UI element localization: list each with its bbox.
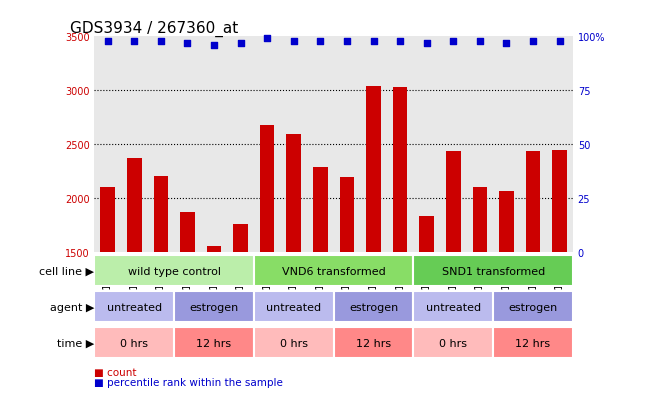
Bar — [286, 135, 301, 413]
Bar — [473, 188, 487, 413]
Bar — [260, 125, 275, 413]
Text: 12 hrs: 12 hrs — [516, 338, 551, 348]
Bar — [493, 291, 573, 323]
Text: ■ percentile rank within the sample: ■ percentile rank within the sample — [94, 377, 283, 387]
Bar — [333, 327, 413, 358]
Bar — [154, 177, 168, 413]
Point — [448, 38, 458, 45]
Bar — [499, 192, 514, 413]
Text: 0 hrs: 0 hrs — [120, 338, 148, 348]
Bar — [493, 327, 573, 358]
Text: estrogen: estrogen — [189, 302, 239, 312]
Bar — [340, 178, 354, 413]
Text: VND6 transformed: VND6 transformed — [282, 266, 385, 276]
Text: estrogen: estrogen — [349, 302, 398, 312]
Point — [501, 40, 512, 47]
Text: time ▶: time ▶ — [57, 338, 94, 348]
Bar — [413, 327, 493, 358]
Text: 0 hrs: 0 hrs — [280, 338, 308, 348]
Bar — [174, 291, 254, 323]
Text: 12 hrs: 12 hrs — [356, 338, 391, 348]
Point — [475, 38, 485, 45]
Point — [209, 43, 219, 49]
Text: 0 hrs: 0 hrs — [439, 338, 467, 348]
Point — [555, 38, 565, 45]
Bar — [94, 327, 174, 358]
Bar — [526, 152, 540, 413]
Bar — [94, 291, 174, 323]
Text: untreated: untreated — [426, 302, 481, 312]
Text: untreated: untreated — [266, 302, 322, 312]
Text: untreated: untreated — [107, 302, 162, 312]
Point — [368, 38, 379, 45]
Point — [236, 40, 246, 47]
Point — [315, 38, 326, 45]
Bar — [446, 152, 460, 413]
Point — [156, 38, 166, 45]
Bar — [100, 188, 115, 413]
Bar — [413, 255, 573, 287]
Point — [129, 38, 139, 45]
Bar — [254, 255, 413, 287]
Bar — [207, 247, 221, 413]
Text: ■ count: ■ count — [94, 367, 137, 377]
Point — [342, 38, 352, 45]
Point — [102, 38, 113, 45]
Bar — [254, 327, 333, 358]
Bar — [174, 327, 254, 358]
Text: estrogen: estrogen — [508, 302, 558, 312]
Bar — [254, 291, 333, 323]
Bar — [393, 88, 408, 413]
Bar — [367, 87, 381, 413]
Text: 12 hrs: 12 hrs — [197, 338, 232, 348]
Bar — [333, 291, 413, 323]
Bar — [552, 151, 567, 413]
Bar — [180, 212, 195, 413]
Point — [421, 40, 432, 47]
Point — [528, 38, 538, 45]
Bar — [94, 255, 254, 287]
Text: wild type control: wild type control — [128, 266, 221, 276]
Text: GDS3934 / 267360_at: GDS3934 / 267360_at — [70, 21, 239, 37]
Bar — [127, 159, 141, 413]
Bar — [419, 216, 434, 413]
Bar — [313, 167, 327, 413]
Text: agent ▶: agent ▶ — [50, 302, 94, 312]
Text: cell line ▶: cell line ▶ — [40, 266, 94, 276]
Bar — [413, 291, 493, 323]
Point — [395, 38, 406, 45]
Point — [262, 36, 272, 43]
Point — [288, 38, 299, 45]
Point — [182, 40, 193, 47]
Bar — [233, 224, 248, 413]
Text: SND1 transformed: SND1 transformed — [441, 266, 545, 276]
